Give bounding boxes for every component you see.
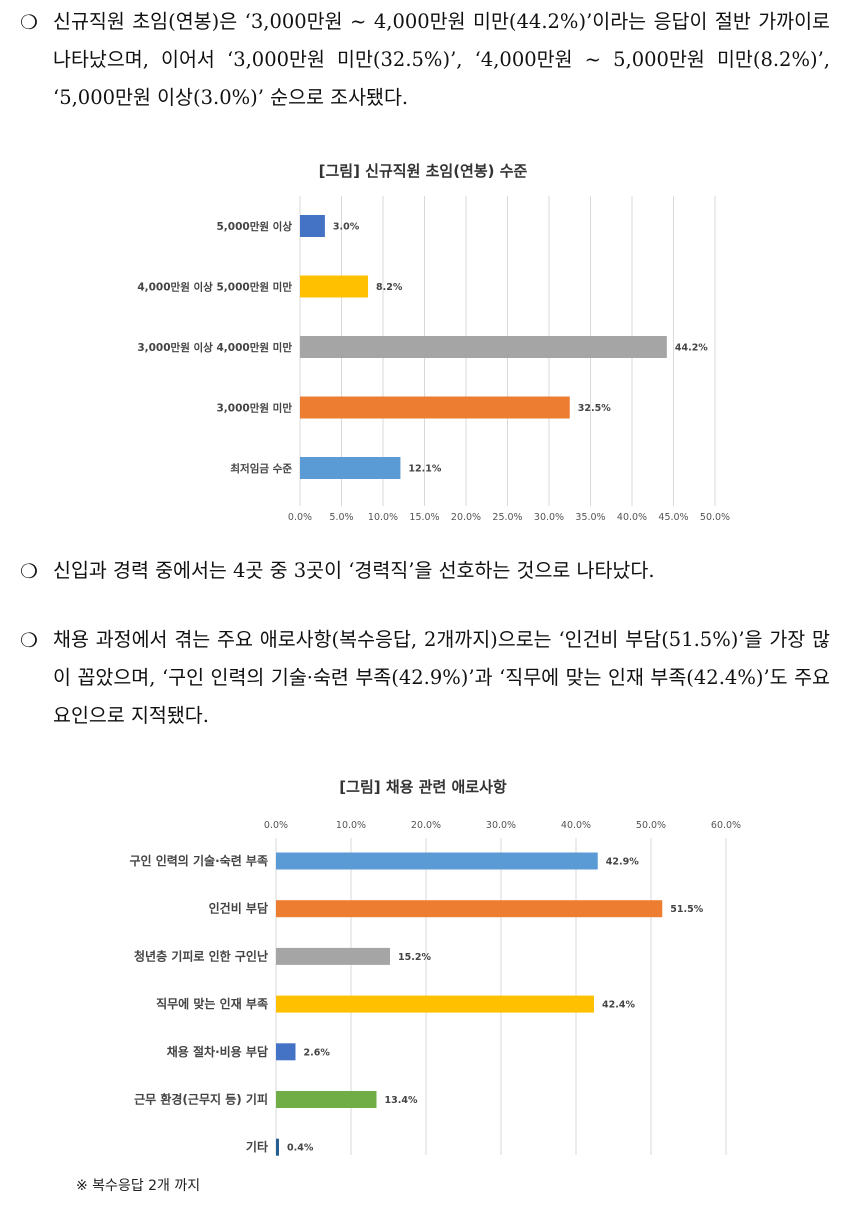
paragraph-salary: ❍ 신규직원 초임(연봉)은 ‘3,000만원 ~ 4,000만원 미만(44.… [20, 3, 830, 117]
data-label: 8.2% [376, 282, 403, 293]
bullet-icon: ❍ [20, 628, 38, 652]
tick-label: 20.0% [451, 512, 481, 523]
data-label: 15.2% [398, 952, 431, 963]
category-label: 인건비 부담 [209, 901, 268, 916]
category-label: 3,000만원 미만 [216, 402, 292, 415]
chart-title-salary: [그림] 신규직원 초임(연봉) 수준 [318, 162, 528, 180]
category-label: 채용 절차·비용 부담 [167, 1044, 268, 1059]
bar [276, 1138, 279, 1156]
tick-label: 50.0% [700, 512, 730, 523]
tick-label: 0.0% [264, 820, 288, 831]
bar [276, 1043, 296, 1061]
data-label: 42.9% [606, 857, 639, 868]
tick-label: 40.0% [561, 820, 591, 831]
bar [276, 1091, 377, 1108]
bullet-icon: ❍ [20, 559, 38, 583]
chart-hiring-difficulties: 0.0% 10.0% 20.0% 30.0% 40.0% 50.0% 60.0% 구인 인력의… [129, 820, 741, 1156]
category-label: 기타 [246, 1139, 268, 1154]
tick-label: 25.0% [492, 512, 522, 523]
bar [276, 947, 390, 965]
paragraph-career-preference: ❍ 신입과 경력 중에서는 4곳 중 3곳이 ‘경력직’을 선호하는 것으로 나… [20, 552, 830, 590]
bar [300, 336, 667, 358]
category-label: 5,000만원 이상 [216, 220, 292, 233]
paragraph-text: 신규직원 초임(연봉)은 ‘3,000만원 ~ 4,000만원 미만(44.2%… [53, 10, 830, 109]
category-label: 4,000만원 이상 5,000만원 미만 [137, 281, 292, 294]
category-label: 청년층 기피로 인한 구인난 [134, 948, 268, 963]
data-label: 2.6% [304, 1047, 331, 1058]
bullet-icon: ❍ [20, 10, 38, 34]
tick-label: 60.0% [711, 820, 741, 831]
tick-label: 35.0% [575, 512, 605, 523]
bar [276, 900, 663, 918]
bar [300, 275, 369, 298]
tick-label: 10.0% [336, 820, 366, 831]
bar [300, 457, 401, 479]
data-label: 44.2% [675, 343, 708, 354]
tick-label: 15.0% [409, 512, 439, 523]
data-label: 3.0% [333, 222, 360, 233]
paragraph-text: 신입과 경력 중에서는 4곳 중 3곳이 ‘경력직’을 선호하는 것으로 나타났… [53, 559, 655, 582]
chart-title-difficulties: [그림] 채용 관련 애로사항 [339, 778, 507, 796]
bar [276, 852, 598, 870]
data-label: 51.5% [670, 904, 703, 915]
data-label: 42.4% [602, 1000, 635, 1011]
tick-label: 40.0% [617, 512, 647, 523]
tick-label: 10.0% [368, 512, 398, 523]
data-label: 13.4% [385, 1095, 418, 1106]
category-label: 최저임금 수준 [230, 462, 292, 475]
data-label: 32.5% [578, 403, 611, 414]
tick-label: 20.0% [411, 820, 441, 831]
tick-label: 0.0% [288, 512, 312, 523]
paragraph-hiring-difficulties: ❍ 채용 과정에서 겪는 주요 애로사항(복수응답, 2개까지)으로는 ‘인건비… [20, 621, 830, 735]
tick-label: 45.0% [658, 512, 688, 523]
tick-label: 30.0% [534, 512, 564, 523]
bar [276, 995, 594, 1013]
bar [300, 215, 325, 237]
data-label: 12.1% [408, 464, 441, 475]
category-label: 근무 환경(근무지 등) 기피 [134, 1092, 268, 1107]
bar [300, 396, 570, 419]
footnote: ※ 복수응답 2개 까지 [76, 1178, 201, 1194]
tick-label: 50.0% [636, 820, 666, 831]
data-label: 0.4% [287, 1143, 314, 1154]
paragraph-text: 채용 과정에서 겪는 주요 애로사항(복수응답, 2개까지)으로는 ‘인건비 부… [53, 628, 830, 727]
category-label: 직무에 맞는 인재 부족 [156, 996, 268, 1011]
category-label: 구인 인력의 기술·숙련 부족 [129, 853, 268, 868]
tick-label: 5.0% [329, 512, 353, 523]
chart-salary-level: 0.0% 5.0% 10.0% 15.0% 20.0% 25.0% 30.0% 35.0% 40… [137, 196, 730, 523]
category-label: 3,000만원 이상 4,000만원 미만 [137, 341, 292, 354]
tick-label: 30.0% [486, 820, 516, 831]
